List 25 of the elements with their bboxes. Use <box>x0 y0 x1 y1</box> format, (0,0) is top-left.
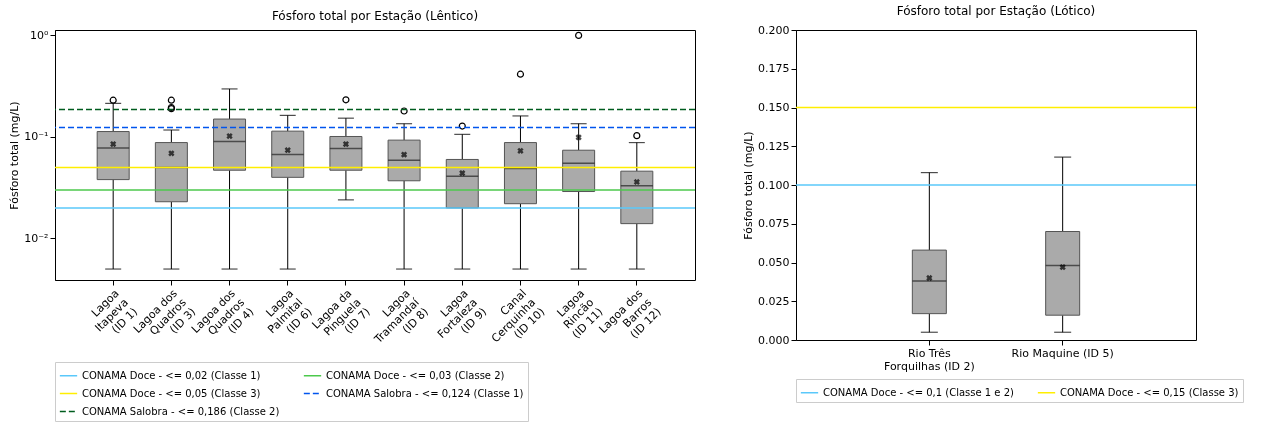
legend-label: CONAMA Salobra - <= 0,186 (Classe 2) <box>82 405 280 417</box>
y-tick-label: 0.150 <box>758 101 790 114</box>
y-tick-label: 0.125 <box>758 139 790 153</box>
chart-title: Fósforo total por Estação (Lêntico) <box>271 9 479 24</box>
legend-label: CONAMA Doce - <= 0,03 (Classe 2) <box>326 369 505 381</box>
y-tick-label: 0.000 <box>758 333 790 347</box>
y-axis-title: Fósforo total (mg/L) <box>8 101 22 210</box>
chart-title: Fósforo total por Estação (Lótico) <box>896 4 1096 18</box>
y-tick-label: 0.100 <box>758 178 790 192</box>
y-tick-label: 0.050 <box>758 256 790 269</box>
legend-label: CONAMA Doce - <= 0,05 (Classe 3) <box>82 387 261 399</box>
y-tick-label: 10⁻¹ <box>24 130 49 144</box>
legend-label: CONAMA Salobra - <= 0,124 (Classe 1) <box>326 387 524 399</box>
x-tick-label: Rio Três Forquilhas (ID 2) <box>883 346 975 373</box>
legend-label: CONAMA Doce - <= 0,1 (Classe 1 e 2) <box>823 386 1015 398</box>
y-tick-label: 10⁻² <box>24 231 49 245</box>
x-tick-label: Rio Maquine (ID 5) <box>1011 346 1114 360</box>
y-axis-title: Fósforo total (mg/L) <box>742 131 756 240</box>
legend-label: CONAMA Doce - <= 0,02 (Classe 1) <box>82 369 261 381</box>
y-tick-label: 0.075 <box>758 217 790 231</box>
legend-label: CONAMA Doce - <= 0,15 (Classe 3) <box>1060 386 1239 398</box>
y-tick-label: 0.200 <box>758 23 790 37</box>
y-tick-label: 10⁰ <box>30 28 50 42</box>
y-tick-label: 0.025 <box>758 294 790 308</box>
y-tick-label: 0.175 <box>758 62 790 76</box>
